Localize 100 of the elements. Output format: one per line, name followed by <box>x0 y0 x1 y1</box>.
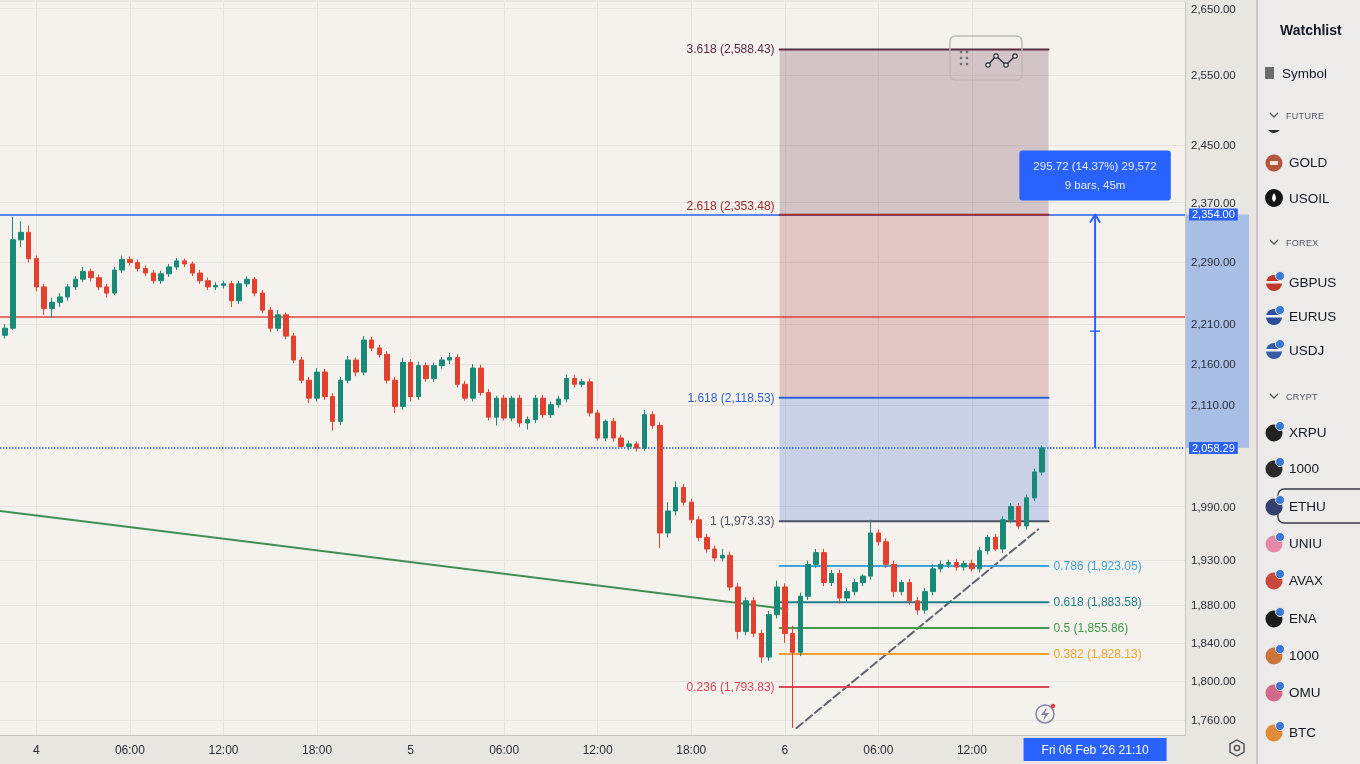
candlestick <box>306 376 312 404</box>
candlestick <box>930 563 936 596</box>
candlestick <box>486 388 491 421</box>
y-tick-label: 1,930.00 <box>1191 553 1236 566</box>
x-tick-label: 18:00 <box>676 743 707 757</box>
candlestick <box>57 292 63 308</box>
series-label: 0.236 (1,793.83) <box>686 680 775 695</box>
x-tick-label: 4 <box>33 743 41 757</box>
candlestick <box>112 266 117 296</box>
candlestick <box>704 533 710 554</box>
candlestick <box>119 255 125 274</box>
candlestick <box>96 274 102 291</box>
text: ENA <box>1289 611 1317 626</box>
y-tick-label: 2,550.00 <box>1191 69 1236 82</box>
annotation: 295.72 (14.37%) 29,572 <box>1033 160 1157 173</box>
text: OMU <box>1289 685 1321 700</box>
candlestick <box>782 582 788 644</box>
text: Fri 06 Feb '26 21:10 <box>1041 743 1149 757</box>
candlestick <box>127 255 133 266</box>
candlestick <box>533 394 538 424</box>
candlestick <box>338 376 343 426</box>
candlestick <box>423 361 429 383</box>
candlestick <box>618 434 624 448</box>
candlestick <box>1032 468 1037 502</box>
candlestick <box>384 350 390 384</box>
x-tick-label: 5 <box>407 743 415 757</box>
candlestick <box>993 533 998 552</box>
annotation: 9 bars, 45m <box>1064 179 1126 192</box>
text: Symbol <box>1282 66 1328 81</box>
text: Watchlist <box>1280 22 1343 38</box>
y-tick-label: 2,450.00 <box>1191 138 1236 151</box>
candlestick <box>416 361 421 401</box>
text: GBPUS <box>1289 275 1337 290</box>
text: USOIL <box>1289 191 1331 206</box>
candlestick <box>587 378 593 417</box>
candlestick <box>166 263 172 278</box>
candlestick <box>821 548 827 587</box>
candlestick <box>751 596 756 638</box>
y-tick-label: 1,760.00 <box>1191 714 1236 727</box>
candlestick <box>876 528 881 546</box>
candlestick <box>80 266 86 283</box>
x-tick-label: 06:00 <box>489 743 520 757</box>
candlestick <box>798 592 803 657</box>
candlestick <box>681 483 686 507</box>
candlestick <box>813 548 819 569</box>
text: BTC <box>1289 725 1317 740</box>
candlestick <box>977 546 982 573</box>
candlestick <box>345 355 351 384</box>
series-label: 2.618 (2,353.48) <box>686 198 775 213</box>
y-tick-label: 2,110.00 <box>1191 398 1235 411</box>
candlestick <box>1016 502 1021 530</box>
candlestick <box>2 323 8 339</box>
candlestick <box>517 394 522 428</box>
candlestick <box>946 559 951 569</box>
candlestick <box>650 410 655 430</box>
text: GOLD <box>1289 155 1328 170</box>
candlestick <box>572 374 577 389</box>
candlestick <box>673 480 678 516</box>
text: EURUS <box>1289 309 1337 324</box>
candlestick <box>860 573 866 587</box>
candlestick <box>626 440 632 451</box>
candlestick <box>665 501 671 538</box>
y-tick-label: 1,840.00 <box>1191 636 1236 649</box>
candlestick <box>868 519 873 581</box>
candlestick <box>10 216 16 331</box>
candlestick <box>603 419 608 442</box>
candlestick <box>720 548 725 563</box>
candlestick <box>88 268 94 282</box>
candlestick <box>26 225 31 263</box>
candlestick <box>501 394 507 421</box>
candlestick <box>829 569 834 587</box>
candlestick <box>564 374 569 403</box>
candlestick <box>18 220 24 248</box>
candlestick <box>478 364 484 397</box>
text: 1000 <box>1289 461 1320 476</box>
candlestick <box>852 578 858 596</box>
candlestick <box>369 336 374 352</box>
candlestick <box>34 255 39 293</box>
candlestick <box>174 257 179 271</box>
text: USDJ <box>1289 343 1325 358</box>
candlestick <box>766 610 772 662</box>
candlestick <box>104 283 109 299</box>
candlestick <box>938 560 943 573</box>
candlestick <box>883 537 889 569</box>
candlestick <box>229 280 234 308</box>
series-label: 1.618 (2,118.53) <box>687 390 775 405</box>
candlestick <box>891 560 897 598</box>
candlestick <box>556 395 561 409</box>
candlestick <box>774 580 780 619</box>
x-tick-label: 12:00 <box>582 743 614 757</box>
candlestick <box>330 392 335 431</box>
candlestick <box>805 560 811 601</box>
candlestick <box>462 380 468 402</box>
candlestick <box>1024 493 1029 530</box>
candlestick <box>236 280 242 305</box>
candlestick <box>205 277 211 291</box>
text: CRYPT <box>1286 391 1319 402</box>
ref-line-label: 2,354.00 <box>1192 208 1235 221</box>
candlestick <box>689 498 694 524</box>
candlestick <box>275 309 281 332</box>
